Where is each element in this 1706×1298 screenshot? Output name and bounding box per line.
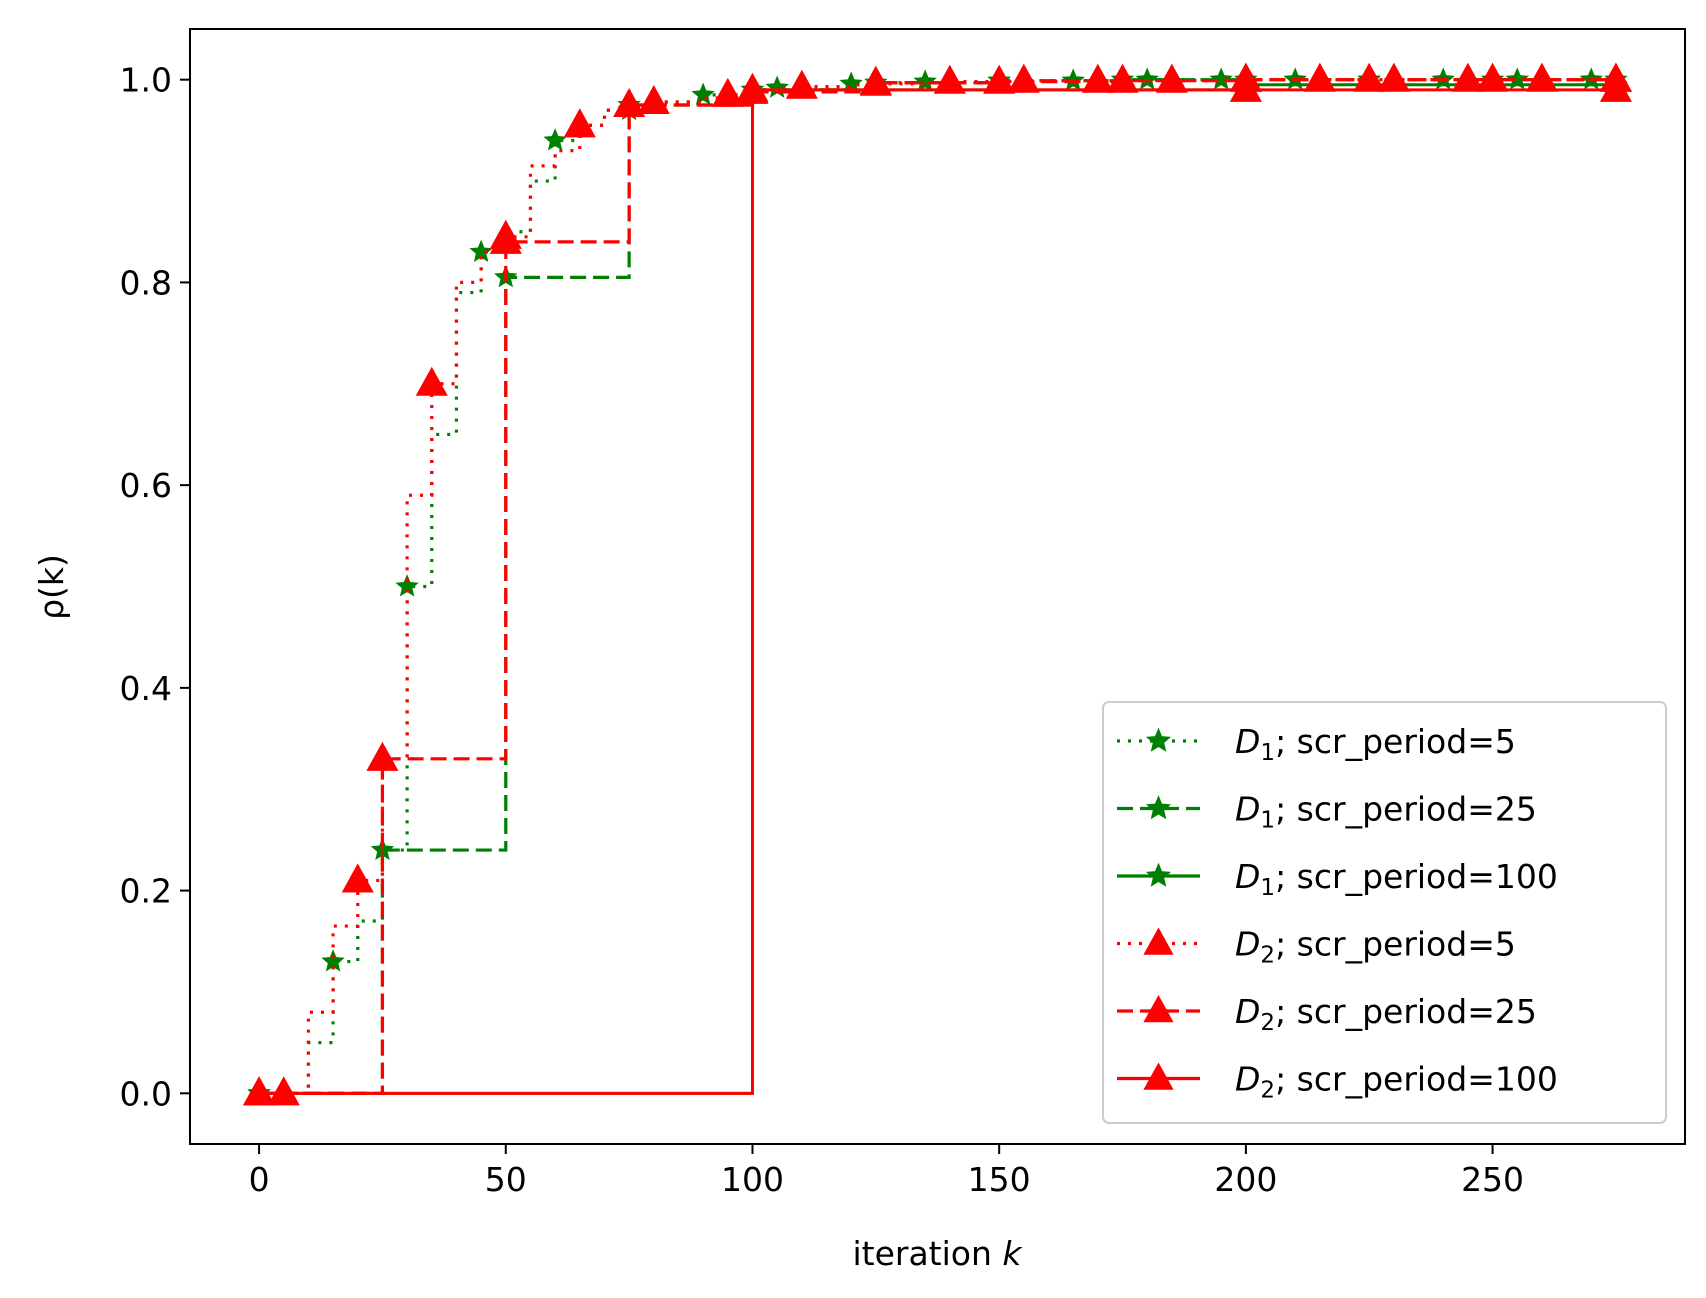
legend-label: D2; scr_period=25 [1235,992,1537,1036]
legend-label-rest: ; scr_period=5 [1275,925,1516,964]
legend-label-rest: ; scr_period=100 [1275,857,1558,896]
y-tick-label: 0.0 [120,1074,172,1113]
legend-entry-3: D1; scr_period=100 [1117,857,1558,901]
legend-label-subscript: 1 [1260,875,1275,901]
series-5-marker [1106,63,1139,93]
series-2-marker [370,837,395,860]
legend-marker [1145,862,1172,887]
legend-label-rest: ; scr_period=25 [1275,790,1537,829]
legend-entry-5: D2; scr_period=25 [1117,992,1537,1036]
series-4-marker [637,84,670,114]
legend-box [1102,701,1667,1124]
series-1-marker [913,69,937,92]
legend-marker [1145,795,1172,820]
legend-label-main: D [1235,790,1260,829]
y-axis-label: ρ(k) [32,554,71,620]
x-tick-label: 200 [1214,1160,1277,1199]
series-6 [243,72,1632,1106]
legend-label: D1; scr_period=25 [1235,790,1537,834]
y-tick-label: 0.4 [120,669,172,708]
legend-entry-1: D1; scr_period=5 [1117,722,1516,766]
legend-label-main: D [1235,1060,1260,1099]
series-4-marker [1081,63,1114,93]
x-axis-label: iteration k [852,1234,1023,1273]
legend-label-rest: ; scr_period=100 [1275,1060,1558,1099]
series-1-marker [543,128,567,151]
legend-marker [1143,927,1174,955]
series-4-marker [563,108,596,138]
legend-label-main: D [1235,857,1260,896]
legend-label-subscript: 1 [1260,808,1275,834]
series-6-marker [736,72,769,102]
series-layer [243,62,1632,1106]
legend-entry-6: D2; scr_period=100 [1117,1060,1558,1104]
legend-label: D2; scr_period=5 [1235,925,1516,969]
legend-label: D1; scr_period=5 [1235,722,1516,766]
series-6-marker [1599,72,1632,102]
legend-label-main: D [1235,992,1260,1031]
x-tick-label: 150 [968,1160,1031,1199]
y-tick-label: 0.2 [120,872,172,911]
series-6-marker [243,1076,276,1106]
series-4-marker [1155,63,1188,93]
y-tick-label: 0.6 [120,466,172,505]
series-1-marker [1209,67,1233,90]
x-tick-label: 100 [721,1160,784,1199]
series-4-marker [341,863,374,893]
legend-label: D1; scr_period=100 [1235,857,1558,901]
series-5-marker [859,65,892,95]
series-5-marker [983,64,1016,94]
x-axis-label-variable: k [1002,1234,1023,1273]
plot-area [243,62,1632,1106]
legend-marker [1143,994,1174,1023]
legend-marker [1145,727,1172,752]
legend-label-rest: ; scr_period=25 [1275,992,1537,1031]
plot-frame [189,28,1686,1145]
series-5-marker [366,741,399,771]
legend-label: D2; scr_period=100 [1235,1060,1558,1104]
legend-entry-4: D2; scr_period=5 [1117,925,1516,969]
x-tick-label: 250 [1461,1160,1524,1199]
y-tick-label: 1.0 [120,61,172,100]
legend-marker [1143,1062,1174,1090]
x-axis: 0 50 100 150 200 250 [249,1144,1524,1199]
legend-label-subscript: 2 [1260,943,1275,969]
series-1-marker [691,82,715,105]
series-4 [259,62,1632,1106]
series-5-marker [613,87,646,118]
x-axis-label-text: iteration [852,1234,991,1273]
series-4-marker [267,1076,300,1106]
series-6-marker [1229,72,1262,102]
legend-label-main: D [1235,722,1260,761]
series-4-marker [415,366,448,396]
legend-entry-2: D1; scr_period=25 [1117,790,1537,834]
y-axis: 0.0 0.2 0.4 0.6 0.8 1.0 [120,61,190,1113]
series-4-marker [933,64,966,94]
legend-label-subscript: 2 [1260,1078,1275,1104]
legend-label-subscript: 1 [1260,740,1275,766]
legend-label-subscript: 2 [1260,1010,1275,1036]
series-4-marker [1007,63,1040,93]
x-tick-label: 50 [485,1160,527,1199]
x-tick-label: 0 [249,1160,270,1199]
legend-label-rest: ; scr_period=5 [1275,722,1516,761]
series-5-marker [489,224,522,254]
y-tick-label: 0.8 [120,263,172,302]
legend-label-main: D [1235,925,1260,964]
